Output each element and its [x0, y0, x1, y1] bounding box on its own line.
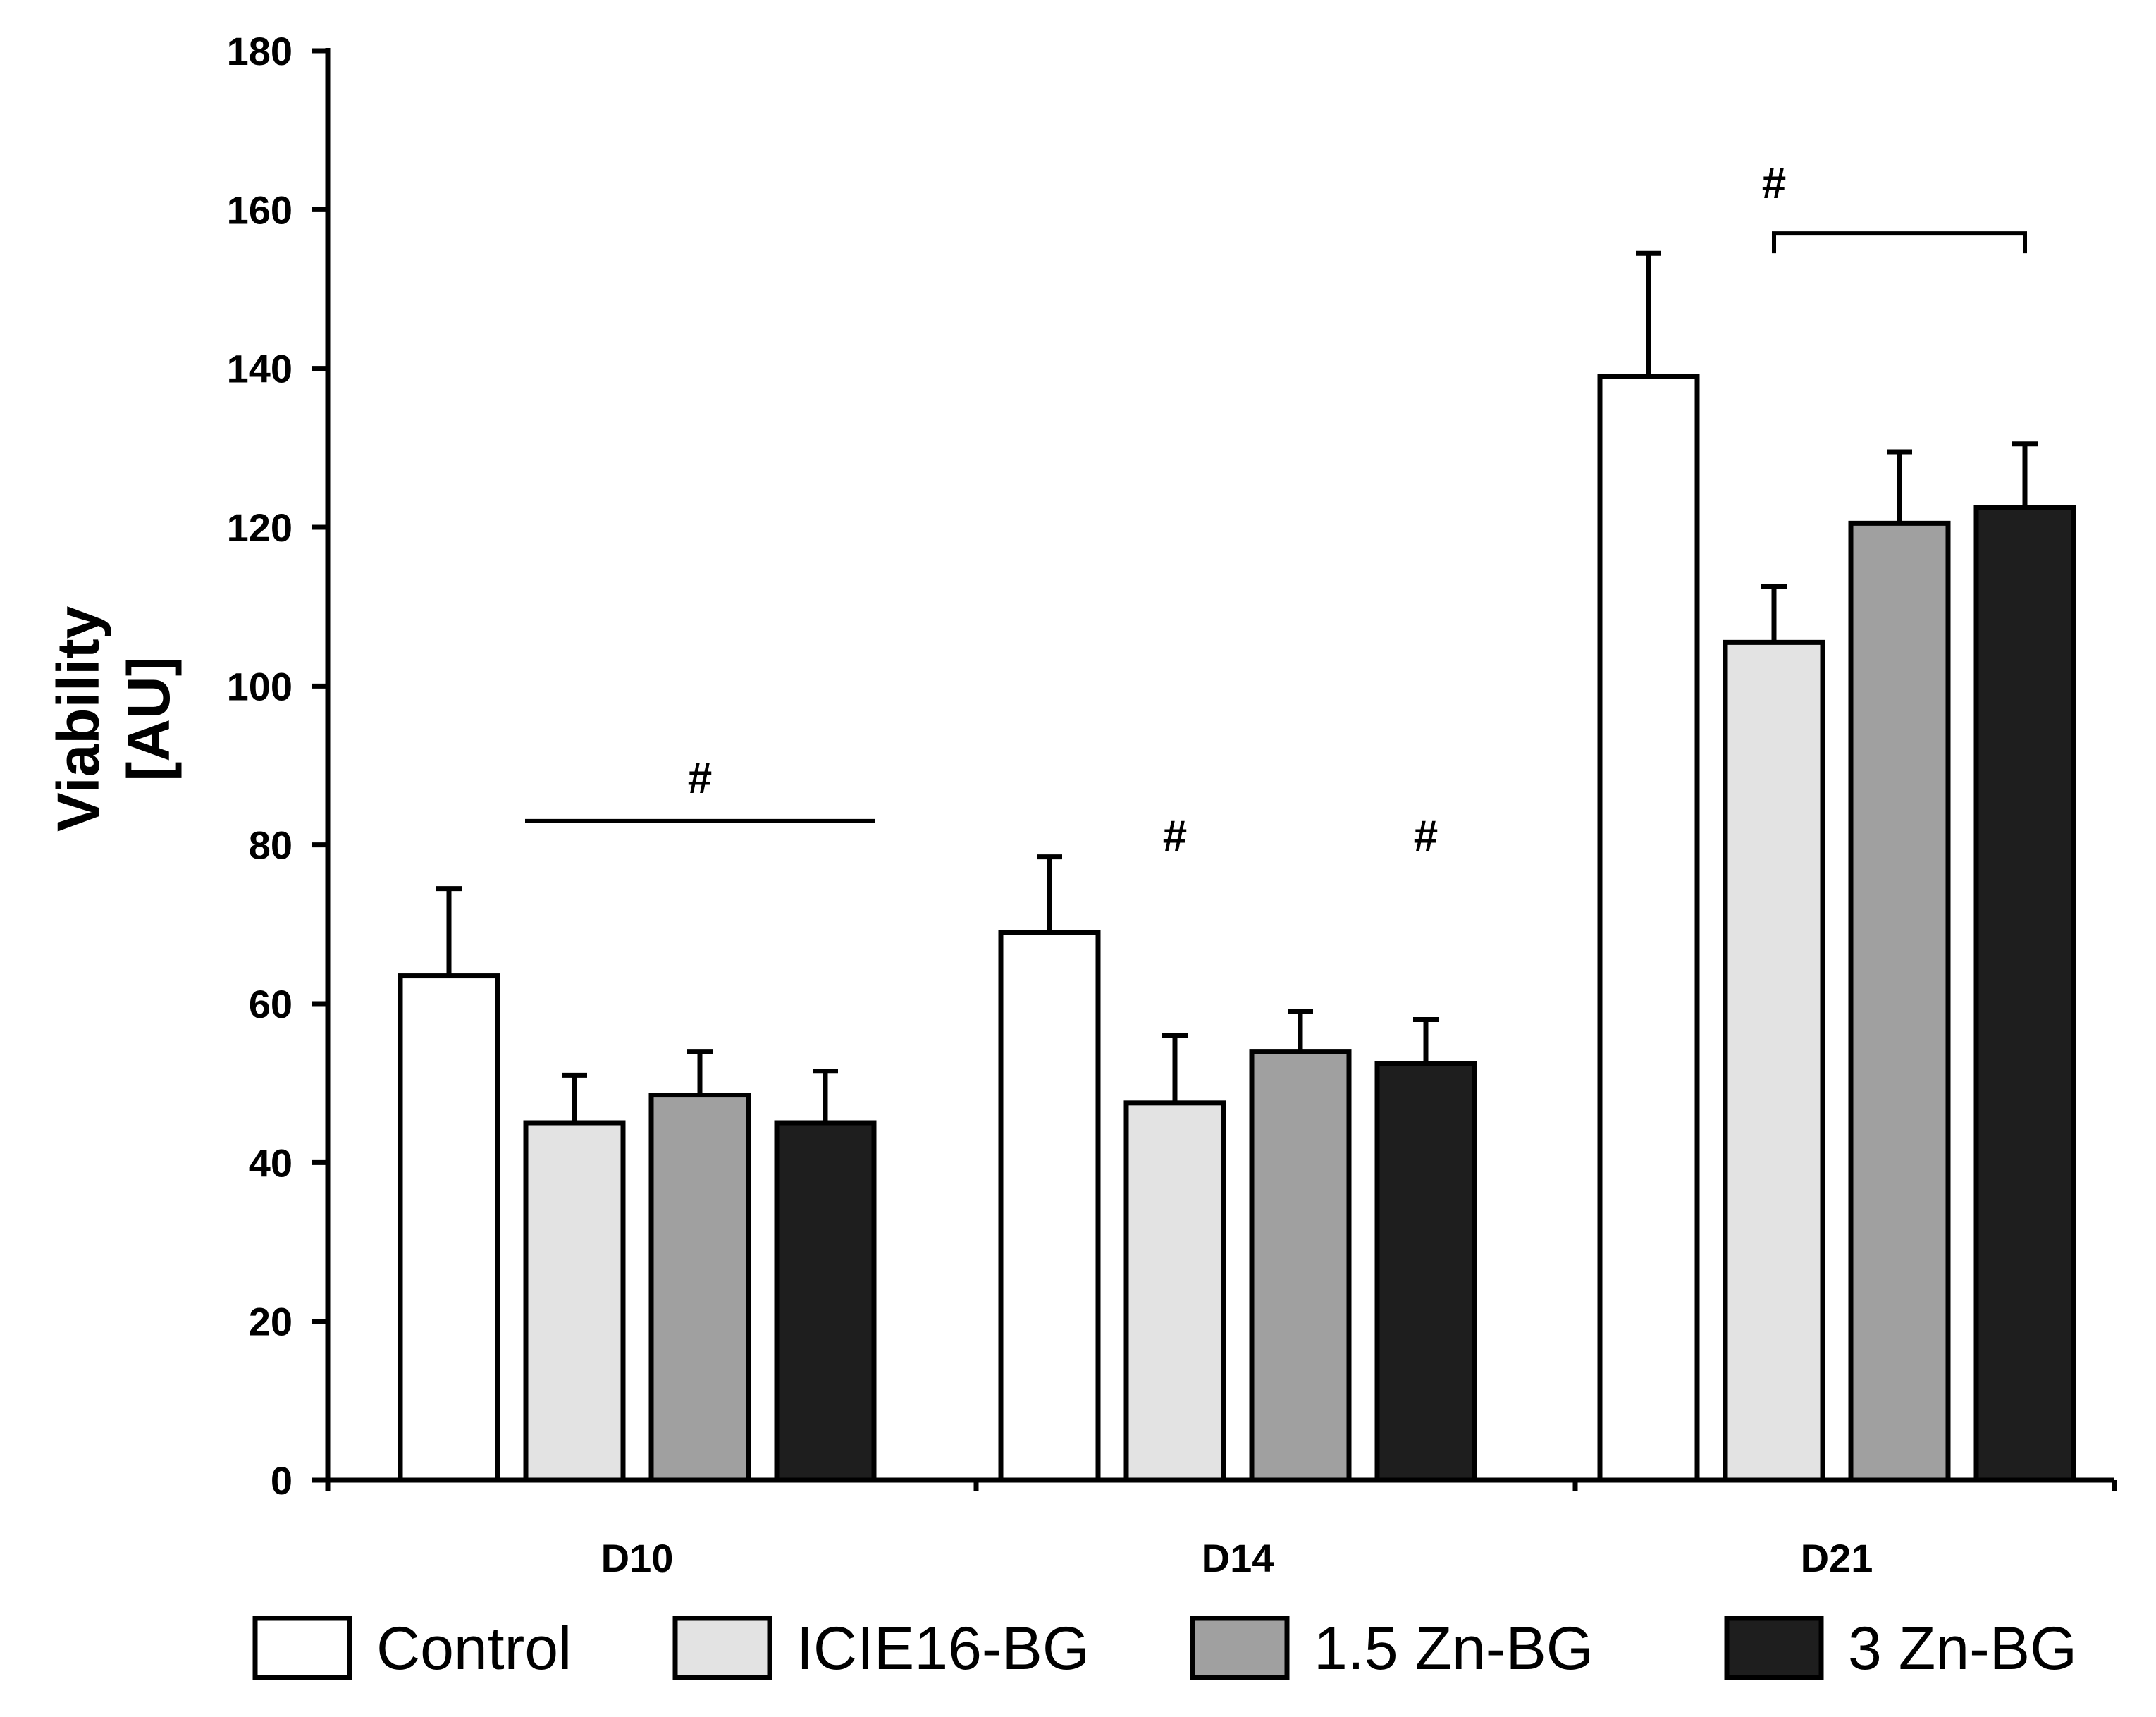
bar-D21-icie16-bg: [1723, 639, 1825, 1483]
significance-annotations: # # # #: [525, 159, 2027, 861]
bars: [398, 250, 2076, 1483]
legend-swatch-0: [252, 1616, 352, 1680]
y-tick-label-40: 40: [249, 1140, 292, 1185]
y-tick-label-180: 180: [227, 29, 292, 73]
bar-D10-3-zn-bg: [774, 1120, 877, 1483]
legend-label-2: 1.5 Zn-BG: [1314, 1615, 1594, 1682]
y-tick-label-160: 160: [227, 187, 292, 232]
y-tick-label-100: 100: [227, 664, 292, 708]
x-axis: D10 D14 D21: [325, 1477, 2117, 1580]
y-tick-label-120: 120: [227, 505, 292, 550]
y-tick-label-80: 80: [249, 823, 292, 868]
y-axis: 0 20 40 60 80 100 120 140 160 180: [227, 29, 331, 1503]
significance-marker-0: #: [688, 754, 712, 803]
y-axis-label-line-2: [AU]: [116, 656, 182, 781]
y-tick-label-0: 0: [271, 1458, 292, 1503]
bar-D21-3-zn-bg: [1973, 505, 2076, 1483]
legend-swatch-2: [1190, 1616, 1290, 1680]
legend-swatch-1: [672, 1616, 772, 1680]
x-tick-label-D21: D21: [1801, 1536, 1873, 1580]
x-tick-label-D14: D14: [1202, 1536, 1274, 1580]
legend-swatch-3: [1724, 1616, 1824, 1680]
significance-bracket-3: [1772, 231, 2027, 254]
bar-D14-3-zn-bg: [1374, 1061, 1477, 1483]
significance-marker-1: #: [1163, 812, 1187, 861]
legend: Control ICIE16-BG 1.5 Zn-BG 3 Zn-BG: [252, 1615, 2077, 1682]
bar-D14-1.5-zn-bg: [1249, 1049, 1352, 1483]
legend-label-3: 3 Zn-BG: [1848, 1615, 2077, 1682]
significance-marker-2: #: [1414, 812, 1438, 861]
y-axis-label-line-1: Viability: [45, 605, 111, 832]
bar-D10-icie16-bg: [523, 1120, 626, 1483]
y-tick-label-20: 20: [249, 1300, 292, 1344]
bar-D10-1.5-zn-bg: [648, 1093, 751, 1483]
bar-D10-control: [398, 973, 500, 1483]
bar-D21-control: [1597, 374, 1700, 1483]
x-tick-label-D10: D10: [601, 1536, 674, 1580]
y-tick-label-140: 140: [227, 347, 292, 391]
y-tick-label-60: 60: [249, 982, 292, 1026]
significance-marker-3: #: [1762, 159, 1786, 208]
legend-label-1: ICIE16-BG: [796, 1615, 1090, 1682]
bar-D14-icie16-bg: [1123, 1100, 1226, 1483]
bar-D14-control: [998, 930, 1101, 1483]
bar-D21-1.5-zn-bg: [1848, 520, 1951, 1483]
legend-label-0: Control: [376, 1615, 572, 1682]
